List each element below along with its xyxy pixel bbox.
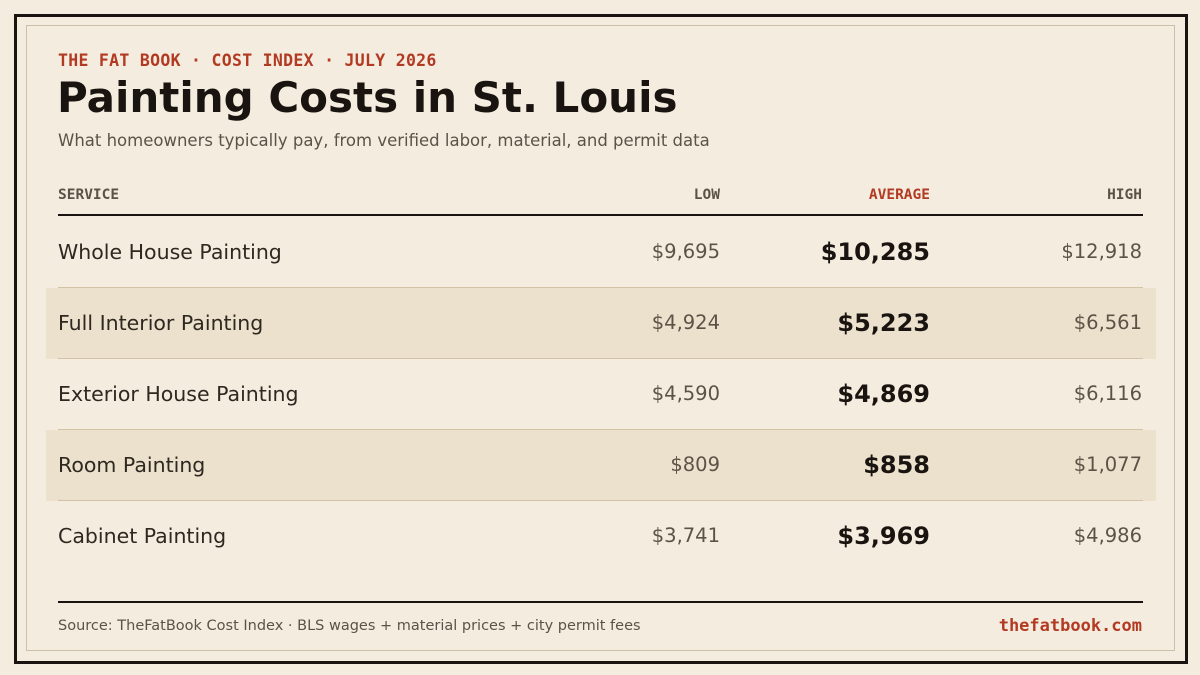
average-price: $4,869 — [837, 380, 930, 408]
table-row: Whole House Painting $9,695 $10,285 $12,… — [46, 217, 1156, 288]
low-price: $809 — [670, 453, 720, 476]
high-price: $1,077 — [1073, 453, 1142, 476]
service-name: Cabinet Painting — [58, 524, 227, 548]
low-price: $4,924 — [651, 311, 720, 334]
average-price: $5,223 — [837, 309, 930, 337]
average-price: $858 — [863, 451, 930, 479]
service-name: Exterior House Painting — [58, 382, 299, 406]
column-header-low: LOW — [693, 187, 720, 203]
table-row: Full Interior Painting $4,924 $5,223 $6,… — [46, 288, 1156, 359]
column-header-average: AVERAGE — [868, 187, 930, 203]
average-price: $10,285 — [820, 238, 930, 266]
footer-rule — [58, 601, 1143, 603]
column-header-service: SERVICE — [58, 187, 120, 203]
source-note: Source: TheFatBook Cost Index · BLS wage… — [58, 618, 641, 634]
table-row: Exterior House Painting $4,590 $4,869 $6… — [46, 359, 1156, 430]
column-header-high: HIGH — [1107, 187, 1142, 203]
low-price: $4,590 — [651, 382, 720, 405]
service-name: Full Interior Painting — [58, 311, 264, 335]
service-name: Whole House Painting — [58, 240, 282, 264]
row-divider — [58, 429, 1143, 430]
kicker: THE FAT BOOK · COST INDEX · JULY 2026 — [58, 51, 437, 70]
outer-frame — [14, 14, 1188, 664]
average-price: $3,969 — [837, 522, 930, 550]
table-row: Cabinet Painting $3,741 $3,969 $4,986 — [46, 501, 1156, 572]
high-price: $4,986 — [1073, 524, 1142, 547]
inner-frame — [26, 25, 1175, 651]
service-name: Room Painting — [58, 453, 206, 477]
table-row: Room Painting $809 $858 $1,077 — [46, 430, 1156, 501]
row-divider — [58, 287, 1143, 288]
high-price: $6,561 — [1073, 311, 1142, 334]
row-divider — [58, 500, 1143, 501]
high-price: $12,918 — [1061, 240, 1142, 263]
low-price: $3,741 — [651, 524, 720, 547]
row-divider — [58, 358, 1143, 359]
high-price: $6,116 — [1073, 382, 1142, 405]
page-subtitle: What homeowners typically pay, from veri… — [58, 131, 710, 150]
page-title: Painting Costs in St. Louis — [57, 73, 678, 122]
header-rule — [58, 214, 1143, 216]
site-link[interactable]: thefatbook.com — [998, 616, 1142, 636]
low-price: $9,695 — [651, 240, 720, 263]
